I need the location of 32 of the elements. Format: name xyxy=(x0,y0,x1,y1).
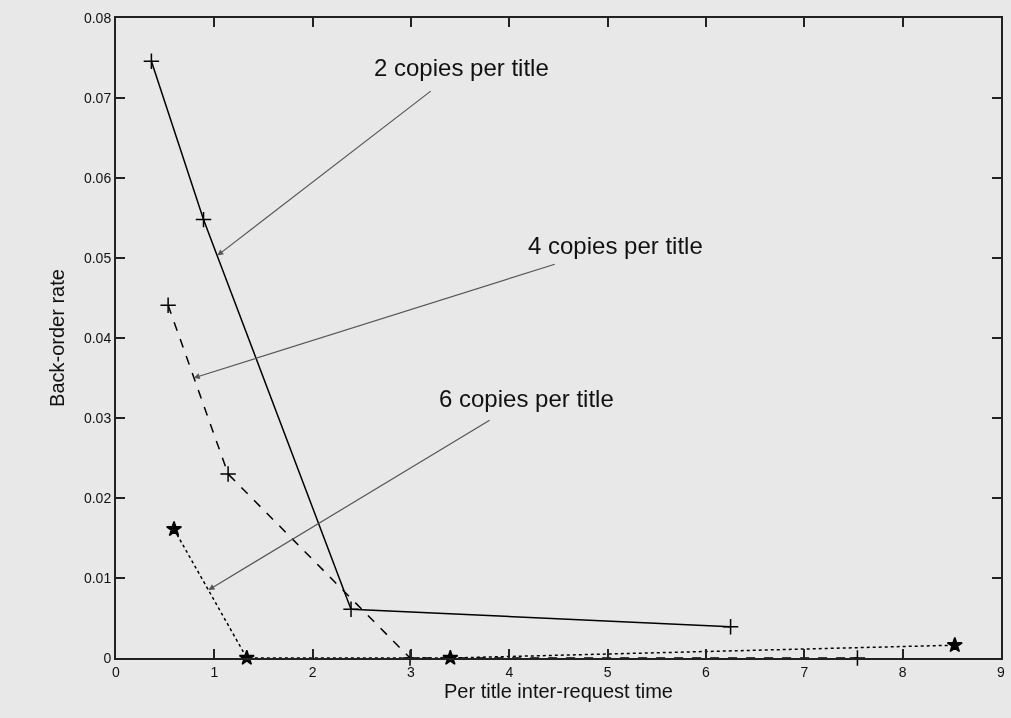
y-tick-label: 0.07 xyxy=(83,89,112,106)
x-tick-label: 7 xyxy=(800,663,809,680)
point xyxy=(165,520,183,537)
x-tick-label: 6 xyxy=(702,663,711,680)
annotation: 4 copies per title xyxy=(528,232,703,259)
annotation: 6 copies per title xyxy=(439,385,614,412)
y-tick-label: 0.03 xyxy=(83,409,112,426)
point xyxy=(946,636,963,653)
y-tick-label: 0.02 xyxy=(83,489,112,506)
x-tick-label: 2 xyxy=(308,663,317,680)
point xyxy=(342,600,360,618)
point xyxy=(722,618,740,636)
x-tick-label: 5 xyxy=(603,663,612,680)
y-tick-label: 0.01 xyxy=(83,569,112,586)
x-axis-title: Per title inter-request time xyxy=(444,679,673,702)
point xyxy=(848,649,866,667)
annotation: 2 copies per title xyxy=(374,54,549,81)
y-tick-label: 0 xyxy=(103,649,112,666)
point xyxy=(219,465,237,483)
x-tick-label: 9 xyxy=(997,663,1006,680)
point xyxy=(195,211,212,229)
y-tick-label: 0.06 xyxy=(83,169,112,186)
y-tick-label: 0.05 xyxy=(83,249,112,266)
y-tick-label: 0.04 xyxy=(83,329,112,346)
y-axis-title: Back-order rate xyxy=(45,269,68,407)
point xyxy=(142,52,160,70)
point xyxy=(159,296,177,314)
y-tick-label: 0.08 xyxy=(83,9,112,26)
x-tick-label: 3 xyxy=(407,663,416,680)
x-tick-label: 4 xyxy=(505,663,514,680)
x-tick-label: 1 xyxy=(210,663,219,680)
x-tick-label: 8 xyxy=(898,663,907,680)
